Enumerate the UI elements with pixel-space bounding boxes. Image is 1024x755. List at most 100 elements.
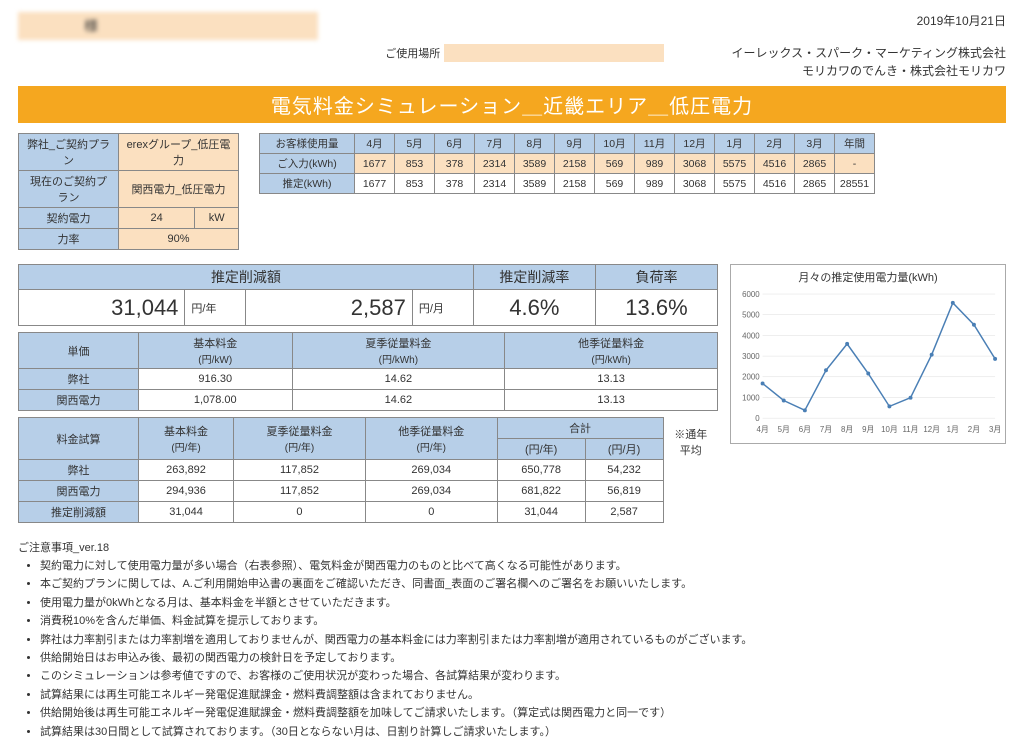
note-item: 試算結果には再生可能エネルギー発電促進賦課金・燃料費調整額は含まれておりません。 — [40, 688, 1006, 703]
cost-note: ※通年平均 — [663, 418, 718, 460]
up-cell: 13.13 — [505, 369, 718, 390]
note-item: 使用電力量が0kWhとなる月は、基本料金を半額とさせていただきます。 — [40, 596, 1006, 611]
cost-cell: 263,892 — [139, 460, 234, 481]
cost-row-label: 弊社 — [19, 460, 139, 481]
cost-cell: 0 — [234, 502, 366, 523]
cost-cell: 117,852 — [234, 481, 366, 502]
plan-label: 弊社_ご契約プラン — [19, 134, 119, 171]
up-row-label: 弊社 — [19, 369, 139, 390]
svg-text:5月: 5月 — [778, 425, 790, 434]
document-date: 2019年10月21日 — [917, 12, 1006, 29]
cost-table: 料金試算基本料金(円/年)夏季従量料金(円/年)他季従量料金(円/年)合計※通年… — [18, 417, 718, 523]
note-item: 消費税10%を含んだ単価、料金試算を提示しております。 — [40, 614, 1006, 629]
svg-text:8月: 8月 — [841, 425, 853, 434]
usage-cell: 378 — [435, 174, 475, 194]
usage-cell: 2314 — [475, 174, 515, 194]
month-header: 6月 — [435, 134, 475, 154]
month-header: 8月 — [515, 134, 555, 154]
chart-title: 月々の推定使用電力量(kWh) — [735, 269, 1001, 285]
usage-cell: 2865 — [795, 154, 835, 174]
usage-cell: 5575 — [715, 174, 755, 194]
usage-cell: 1677 — [355, 154, 395, 174]
summary-h3: 負荷率 — [595, 265, 717, 290]
svg-text:3月: 3月 — [989, 425, 1001, 434]
summary-h1: 推定削減額 — [19, 265, 474, 290]
month-header: 1月 — [715, 134, 755, 154]
svg-text:6月: 6月 — [799, 425, 811, 434]
place-label: ご使用場所 — [385, 45, 440, 61]
cost-cell: 54,232 — [585, 460, 663, 481]
cost-cell: 31,044 — [497, 502, 585, 523]
usage-cell: 853 — [395, 174, 435, 194]
svg-text:12月: 12月 — [923, 425, 940, 434]
month-header: 3月 — [795, 134, 835, 154]
usage-chart: 月々の推定使用電力量(kWh) 010002000300040005000600… — [730, 264, 1006, 444]
load-factor: 13.6% — [595, 290, 717, 326]
power-factor: 90% — [119, 229, 239, 250]
up-header: 夏季従量料金(円/kWh) — [292, 333, 505, 369]
svg-text:9月: 9月 — [862, 425, 874, 434]
up-header: 他季従量料金(円/kWh) — [505, 333, 718, 369]
usage-cell: 853 — [395, 154, 435, 174]
usage-header: お客様使用量 — [260, 134, 355, 154]
up-header: 基本料金(円/kW) — [139, 333, 293, 369]
unit-price-table: 単価基本料金(円/kW)夏季従量料金(円/kWh)他季従量料金(円/kWh) 弊… — [18, 332, 718, 411]
cost-cell: 269,034 — [365, 460, 497, 481]
summary-h2: 推定削減率 — [473, 265, 595, 290]
current-plan: 関西電力_低圧電力 — [119, 171, 239, 208]
amount-month: 2,587 — [246, 290, 412, 326]
note-item: 契約電力に対して使用電力量が多い場合（右表参照）、電気料金が関西電力のものと比べ… — [40, 559, 1006, 574]
notes-block: ご注意事項_ver.18 契約電力に対して使用電力量が多い場合（右表参照）、電気… — [18, 539, 1006, 740]
amount-year: 31,044 — [19, 290, 185, 326]
up-cell: 13.13 — [505, 390, 718, 411]
svg-text:3000: 3000 — [742, 352, 760, 361]
page-title: 電気料金シミュレーション＿近畿エリア＿低圧電力 — [18, 86, 1006, 123]
cost-cell: 31,044 — [139, 502, 234, 523]
usage-cell: 569 — [595, 174, 635, 194]
svg-text:4月: 4月 — [756, 425, 768, 434]
plan-label: 現在のご契約プラン — [19, 171, 119, 208]
usage-cell: 2158 — [555, 154, 595, 174]
row-label: ご入力(kWh) — [260, 154, 355, 174]
up-cell: 14.62 — [292, 390, 505, 411]
note-item: 弊社は力率割引または力率割増を適用しておりませんが、関西電力の基本料金には力率割… — [40, 633, 1006, 648]
note-item: 本ご契約プランに関しては、A.ご利用開始申込書の裏面をご確認いただき、同書面_表… — [40, 577, 1006, 592]
cost-header: 合計 — [497, 418, 663, 439]
note-item: 試算結果は30日間として試算されております。（30日とならない月は、日割り計算し… — [40, 725, 1006, 740]
company-line1: イーレックス・スパーク・マーケティング株式会社 — [732, 44, 1006, 62]
usage-cell: 5575 — [715, 154, 755, 174]
svg-text:11月: 11月 — [903, 425, 919, 434]
cost-cell: 117,852 — [234, 460, 366, 481]
up-row-label: 関西電力 — [19, 390, 139, 411]
svg-text:2000: 2000 — [742, 373, 760, 382]
svg-text:10月: 10月 — [881, 425, 898, 434]
month-header: 9月 — [555, 134, 595, 154]
month-header: 年間 — [835, 134, 875, 154]
month-header: 12月 — [675, 134, 715, 154]
cost-row-label: 推定削減額 — [19, 502, 139, 523]
cost-header: 他季従量料金(円/年) — [365, 418, 497, 460]
usage-cell: 4516 — [755, 174, 795, 194]
svg-text:5000: 5000 — [742, 311, 760, 320]
usage-cell: - — [835, 154, 875, 174]
cost-row-label: 関西電力 — [19, 481, 139, 502]
usage-cell: 378 — [435, 154, 475, 174]
customer-name: 様 — [18, 12, 318, 40]
month-header: 5月 — [395, 134, 435, 154]
month-header: 4月 — [355, 134, 395, 154]
cost-sub: (円/年) — [497, 439, 585, 460]
usage-cell: 989 — [635, 154, 675, 174]
svg-text:1000: 1000 — [742, 393, 760, 402]
cost-cell: 650,778 — [497, 460, 585, 481]
usage-cell: 3068 — [675, 154, 715, 174]
usage-cell: 1677 — [355, 174, 395, 194]
cost-cell: 681,822 — [497, 481, 585, 502]
usage-cell: 2314 — [475, 154, 515, 174]
svg-text:2月: 2月 — [968, 425, 980, 434]
contract-power: 24 — [119, 208, 195, 229]
cost-header: 基本料金(円/年) — [139, 418, 234, 460]
company-line2: モリカワのでんき・株式会社モリカワ — [732, 62, 1006, 80]
up-header: 単価 — [19, 333, 139, 369]
cost-cell: 269,034 — [365, 481, 497, 502]
usage-cell: 4516 — [755, 154, 795, 174]
